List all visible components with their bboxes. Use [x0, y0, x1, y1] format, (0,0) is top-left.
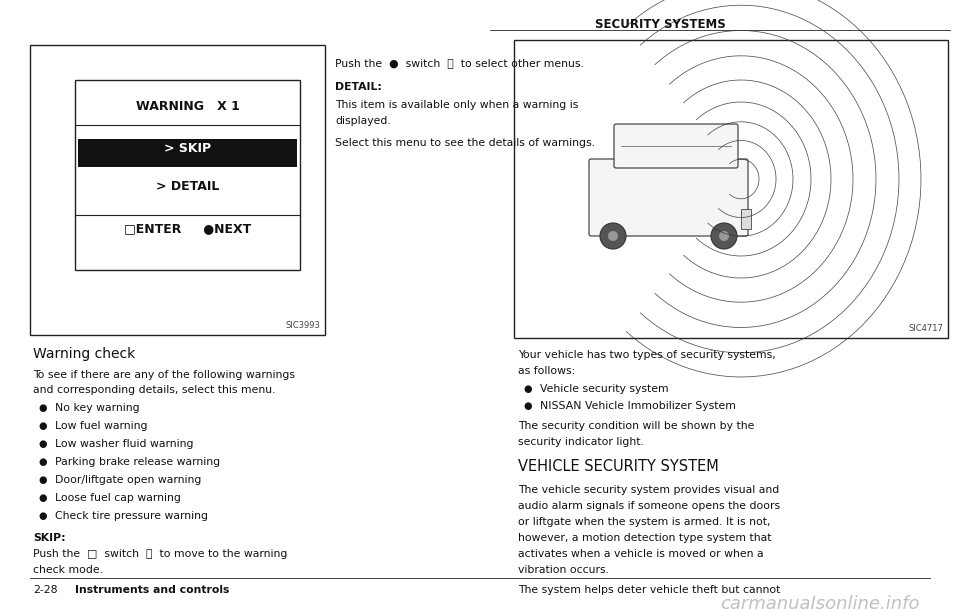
- Text: NISSAN Vehicle Immobilizer System: NISSAN Vehicle Immobilizer System: [540, 401, 736, 411]
- Bar: [75, 80, 300, 270]
- Text: 2-28: 2-28: [33, 585, 58, 595]
- Circle shape: [719, 231, 729, 241]
- Circle shape: [711, 223, 737, 249]
- Text: vibration occurs.: vibration occurs.: [518, 565, 609, 575]
- Text: SECURITY SYSTEMS: SECURITY SYSTEMS: [594, 18, 726, 31]
- Text: ●: ●: [38, 475, 46, 485]
- FancyBboxPatch shape: [614, 124, 738, 168]
- Bar: [514, 40, 948, 338]
- Text: ●: ●: [38, 421, 46, 431]
- Text: Check tire pressure warning: Check tire pressure warning: [55, 511, 208, 521]
- Text: carmanuaIsonline.info: carmanuaIsonline.info: [721, 595, 920, 611]
- Text: security indicator light.: security indicator light.: [518, 437, 644, 447]
- Text: Low washer fluid warning: Low washer fluid warning: [55, 439, 194, 449]
- Text: ●: ●: [38, 493, 46, 503]
- Text: Push the  □  switch  Ⓐ  to move to the warning: Push the □ switch Ⓐ to move to the warni…: [33, 549, 287, 559]
- Text: No key warning: No key warning: [55, 403, 139, 413]
- Text: or liftgate when the system is armed. It is not,: or liftgate when the system is armed. It…: [518, 517, 771, 527]
- Text: Push the  ●  switch  Ⓑ  to select other menus.: Push the ● switch Ⓑ to select other menu…: [335, 58, 584, 68]
- Text: displayed.: displayed.: [335, 116, 391, 126]
- Bar: [741, 209, 751, 229]
- Text: Select this menu to see the details of warnings.: Select this menu to see the details of w…: [335, 138, 595, 148]
- FancyBboxPatch shape: [589, 159, 748, 236]
- Text: Warning check: Warning check: [33, 347, 135, 361]
- Text: and corresponding details, select this menu.: and corresponding details, select this m…: [33, 385, 276, 395]
- Text: Your vehicle has two types of security systems,: Your vehicle has two types of security s…: [518, 350, 776, 360]
- Text: Low fuel warning: Low fuel warning: [55, 421, 148, 431]
- Text: Instruments and controls: Instruments and controls: [75, 585, 229, 595]
- Bar: [78, 139, 297, 167]
- Text: ●: ●: [38, 439, 46, 449]
- Text: however, a motion detection type system that: however, a motion detection type system …: [518, 533, 772, 543]
- Text: The vehicle security system provides visual and: The vehicle security system provides vis…: [518, 485, 780, 495]
- Text: To see if there are any of the following warnings: To see if there are any of the following…: [33, 370, 295, 380]
- Circle shape: [608, 231, 618, 241]
- Text: > SKIP: > SKIP: [164, 142, 211, 155]
- Text: The security condition will be shown by the: The security condition will be shown by …: [518, 421, 755, 431]
- Text: Vehicle security system: Vehicle security system: [540, 384, 668, 394]
- Text: ●: ●: [38, 457, 46, 467]
- Text: Door/liftgate open warning: Door/liftgate open warning: [55, 475, 202, 485]
- Text: ●: ●: [38, 511, 46, 521]
- Text: WARNING   X 1: WARNING X 1: [135, 100, 239, 113]
- Text: SIC4717: SIC4717: [908, 324, 943, 333]
- Text: > DETAIL: > DETAIL: [156, 180, 219, 193]
- Text: SKIP:: SKIP:: [33, 533, 65, 543]
- Text: as follows:: as follows:: [518, 366, 575, 376]
- Text: audio alarm signals if someone opens the doors: audio alarm signals if someone opens the…: [518, 501, 780, 511]
- Text: Parking brake release warning: Parking brake release warning: [55, 457, 220, 467]
- Text: ●: ●: [523, 401, 532, 411]
- Text: activates when a vehicle is moved or when a: activates when a vehicle is moved or whe…: [518, 549, 763, 559]
- Circle shape: [600, 223, 626, 249]
- Bar: [30, 45, 325, 335]
- Text: DETAIL:: DETAIL:: [335, 82, 382, 92]
- Text: ●: ●: [38, 403, 46, 413]
- Text: □ENTER     ●NEXT: □ENTER ●NEXT: [124, 222, 252, 235]
- Text: VEHICLE SECURITY SYSTEM: VEHICLE SECURITY SYSTEM: [518, 459, 719, 474]
- Text: SIC3993: SIC3993: [285, 321, 320, 330]
- Text: Loose fuel cap warning: Loose fuel cap warning: [55, 493, 180, 503]
- Text: check mode.: check mode.: [33, 565, 103, 575]
- Text: ●: ●: [523, 384, 532, 394]
- Text: The system helps deter vehicle theft but cannot: The system helps deter vehicle theft but…: [518, 585, 780, 595]
- Text: This item is available only when a warning is: This item is available only when a warni…: [335, 100, 578, 110]
